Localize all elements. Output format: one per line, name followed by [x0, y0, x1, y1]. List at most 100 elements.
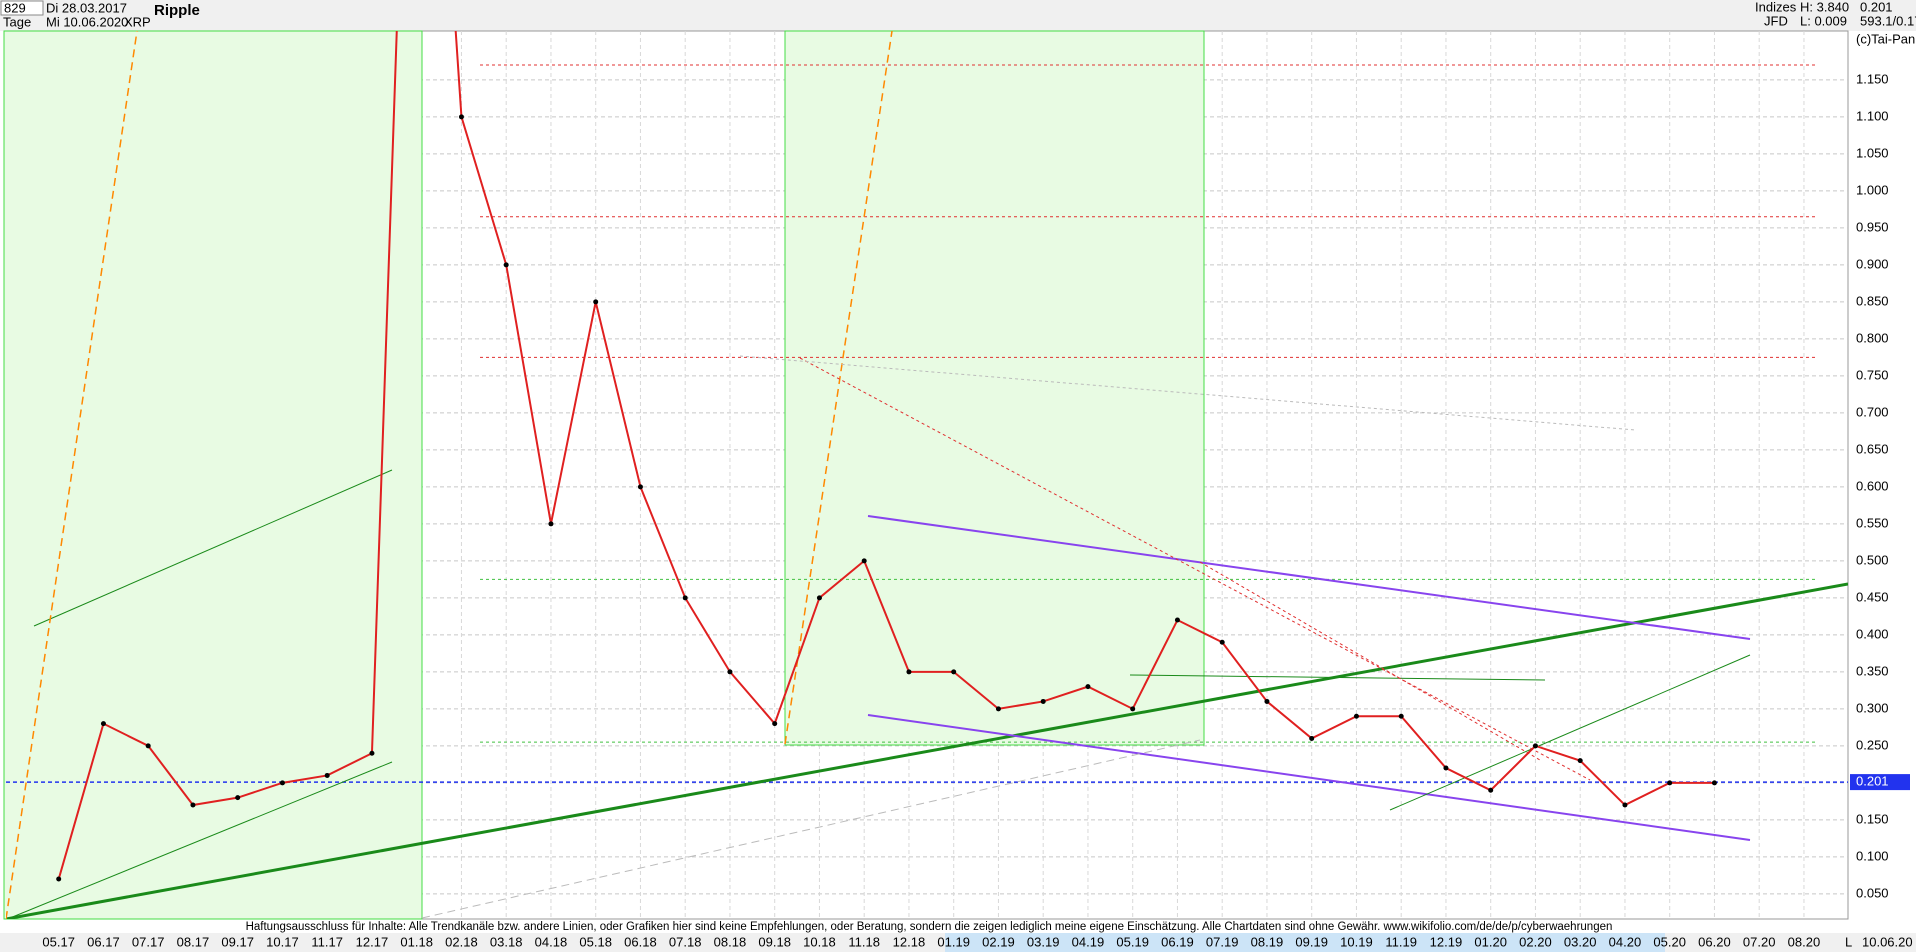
- price-point: [995, 706, 1001, 712]
- x-tick-label: 10.17: [266, 934, 299, 949]
- x-tick-label: 11.17: [311, 934, 343, 949]
- shaded-range: [3, 30, 423, 920]
- y-tick-label: 0.750: [1856, 367, 1889, 382]
- series: [56, 31, 1717, 882]
- x-tick-label: 01.18: [400, 934, 433, 949]
- trendline: [9, 761, 393, 919]
- x-tick-label: 05.20: [1653, 934, 1686, 949]
- chart-title: Ripple: [154, 2, 200, 19]
- x-tick-label: 06.20: [1698, 934, 1731, 949]
- x-tick-label: 12.18: [893, 934, 926, 949]
- trendline: [867, 714, 1751, 841]
- current-label: 0.201: [1856, 774, 1889, 789]
- price-point: [458, 114, 464, 120]
- price-point: [1085, 684, 1091, 690]
- price-point: [951, 669, 957, 675]
- y-tick-label: 0.650: [1856, 441, 1889, 456]
- x-tick-label: 08.18: [714, 934, 747, 949]
- date-from: Di 28.03.2017: [46, 0, 127, 15]
- corner-label: L: [1845, 934, 1852, 949]
- price-point: [369, 750, 375, 756]
- x-tick-label: 06.19: [1161, 934, 1194, 949]
- current-label-bg: [1850, 774, 1910, 791]
- x-tick-label: 01.20: [1474, 934, 1507, 949]
- trendline: [1389, 654, 1751, 811]
- x-tick-label: 05.17: [42, 934, 75, 949]
- price-point: [637, 484, 643, 490]
- price-point: [1667, 780, 1673, 786]
- price-point: [1711, 780, 1717, 786]
- count-box[interactable]: [0, 0, 44, 16]
- price-point: [548, 521, 554, 527]
- y-tick-label: 0.550: [1856, 515, 1889, 530]
- trendline: [1129, 674, 1546, 681]
- x-tick-label: 10.18: [803, 934, 836, 949]
- last: 0.201: [1860, 0, 1893, 14]
- trendline: [421, 739, 1201, 919]
- y-tick-label: 1.100: [1856, 108, 1889, 123]
- x-tick-label: 01.19: [937, 934, 970, 949]
- period[interactable]: Tage: [3, 14, 31, 29]
- trendline: [799, 357, 1591, 781]
- price-point: [56, 876, 62, 882]
- x-tick-label: 07.18: [669, 934, 702, 949]
- trendline: [6, 31, 138, 919]
- x-tick-label: 04.18: [535, 934, 568, 949]
- price-line: [57, 31, 1715, 880]
- y-tick-label: 0.500: [1856, 552, 1889, 567]
- x-tick-label: 03.20: [1564, 934, 1597, 949]
- ratio: 593.1/0.17: [1860, 13, 1916, 28]
- y-tick-label: 0.800: [1856, 330, 1889, 345]
- x-axis-highlight: [945, 933, 1665, 952]
- price-point: [100, 721, 106, 727]
- x-tick-label: 03.18: [490, 934, 523, 949]
- y-tick-label: 0.100: [1856, 848, 1889, 863]
- y-tick-label: 0.900: [1856, 256, 1889, 271]
- trendline: [784, 31, 893, 745]
- x-tick-label: 11.18: [848, 934, 880, 949]
- price-point: [1130, 706, 1136, 712]
- x-tick-label: 05.18: [579, 934, 612, 949]
- price-point: [1398, 713, 1404, 719]
- price-point: [861, 558, 867, 564]
- y-tick-label: 1.050: [1856, 145, 1889, 160]
- price-point: [1532, 743, 1538, 749]
- x-tick-label: 06.18: [624, 934, 657, 949]
- x-tick-label: 04.20: [1609, 934, 1642, 949]
- y-tick-label: 0.950: [1856, 219, 1889, 234]
- price-point: [503, 262, 509, 268]
- x-tick-label: 09.17: [221, 934, 254, 949]
- price-point: [1174, 617, 1180, 623]
- y-tick-label: 1.000: [1856, 182, 1889, 197]
- y-tick-label: 0.350: [1856, 663, 1889, 678]
- price-point: [145, 743, 151, 749]
- x-tick-label: 07.17: [132, 934, 165, 949]
- symbol: XRP: [124, 14, 151, 29]
- x-tick-label: 11.19: [1385, 934, 1417, 949]
- y-tick-label: 1.150: [1856, 71, 1889, 86]
- x-tick-label: 08.19: [1251, 934, 1284, 949]
- low: L: 0.009: [1800, 13, 1847, 28]
- copyright: (c)Tai-Pan: [1856, 31, 1915, 46]
- price-point: [816, 595, 822, 601]
- y-tick-label: 0.300: [1856, 700, 1889, 715]
- y-tick-label: 0.400: [1856, 626, 1889, 641]
- price-point: [1577, 758, 1583, 764]
- price-point: [1219, 639, 1225, 645]
- trendline: [1199, 561, 1541, 761]
- price-point: [772, 721, 778, 727]
- price-point: [1040, 698, 1046, 704]
- index-label: Indizes: [1755, 0, 1797, 14]
- x-tick-label: 09.19: [1295, 934, 1328, 949]
- price-point: [1353, 713, 1359, 719]
- price-point: [190, 802, 196, 808]
- price-point: [279, 780, 285, 786]
- price-point: [682, 595, 688, 601]
- x-tick-label: 05.19: [1116, 934, 1149, 949]
- source: JFD: [1764, 13, 1788, 28]
- header-bar: [0, 0, 1916, 31]
- shaded-range: [784, 30, 1205, 746]
- price-point: [727, 669, 733, 675]
